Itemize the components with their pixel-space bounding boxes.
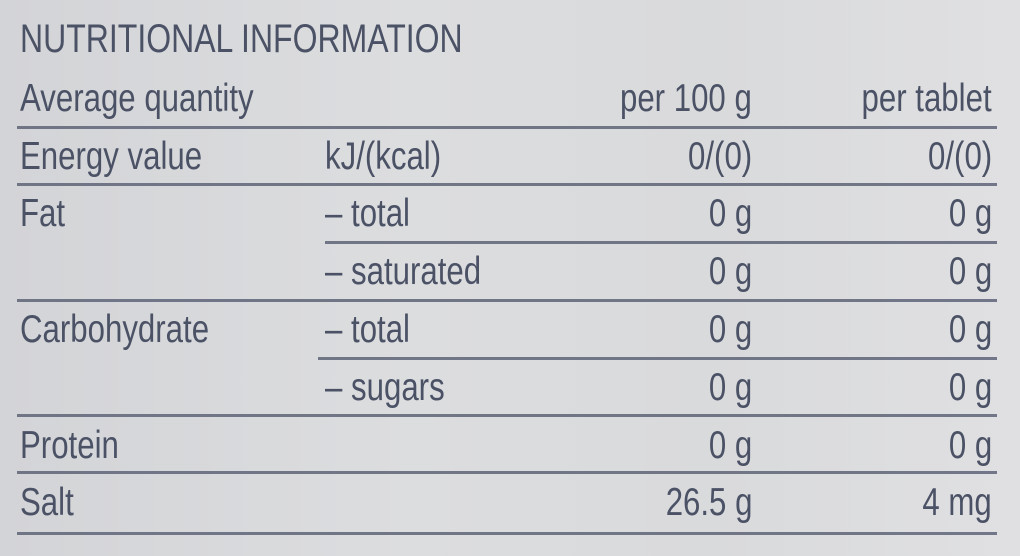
row-per-tablet: 0 g (948, 308, 992, 351)
row-label: Protein (20, 424, 119, 467)
row-unit: kJ/(kcal) (325, 135, 442, 178)
rule (17, 532, 997, 535)
row-per-100g: 0 g (708, 250, 752, 293)
rule (325, 241, 997, 244)
row-sub: – saturated (325, 250, 482, 293)
row-per-tablet: 0 g (948, 250, 992, 293)
row-label: Fat (20, 192, 66, 235)
row-per-tablet: 0 g (948, 424, 992, 467)
row-per-100g: 0/(0) (687, 135, 752, 178)
row-label: Salt (20, 481, 74, 524)
rule (318, 357, 997, 360)
rule (17, 299, 997, 302)
row-per-100g: 26.5 g (665, 481, 752, 524)
row-per-tablet: 0 g (948, 366, 992, 409)
row-label: Carbohydrate (20, 308, 210, 351)
row-per-100g: 0 g (708, 366, 752, 409)
row-label: Energy value (20, 135, 203, 178)
header-per-tablet: per tablet (861, 77, 992, 120)
rule (17, 183, 997, 186)
rule (17, 126, 997, 129)
header-per-100g: per 100 g (620, 77, 752, 120)
row-per-tablet: 0/(0) (927, 135, 992, 178)
row-sub: – sugars (325, 366, 445, 409)
row-per-100g: 0 g (708, 192, 752, 235)
rule (17, 471, 997, 474)
row-per-100g: 0 g (708, 424, 752, 467)
row-sub: – total (325, 192, 410, 235)
rule (17, 414, 997, 417)
row-sub: – total (325, 308, 410, 351)
label-title: NUTRITIONAL INFORMATION (20, 17, 463, 61)
row-per-tablet: 4 mg (922, 481, 992, 524)
row-per-100g: 0 g (708, 308, 752, 351)
header-average-quantity: Average quantity (20, 77, 254, 120)
row-per-tablet: 0 g (948, 192, 992, 235)
